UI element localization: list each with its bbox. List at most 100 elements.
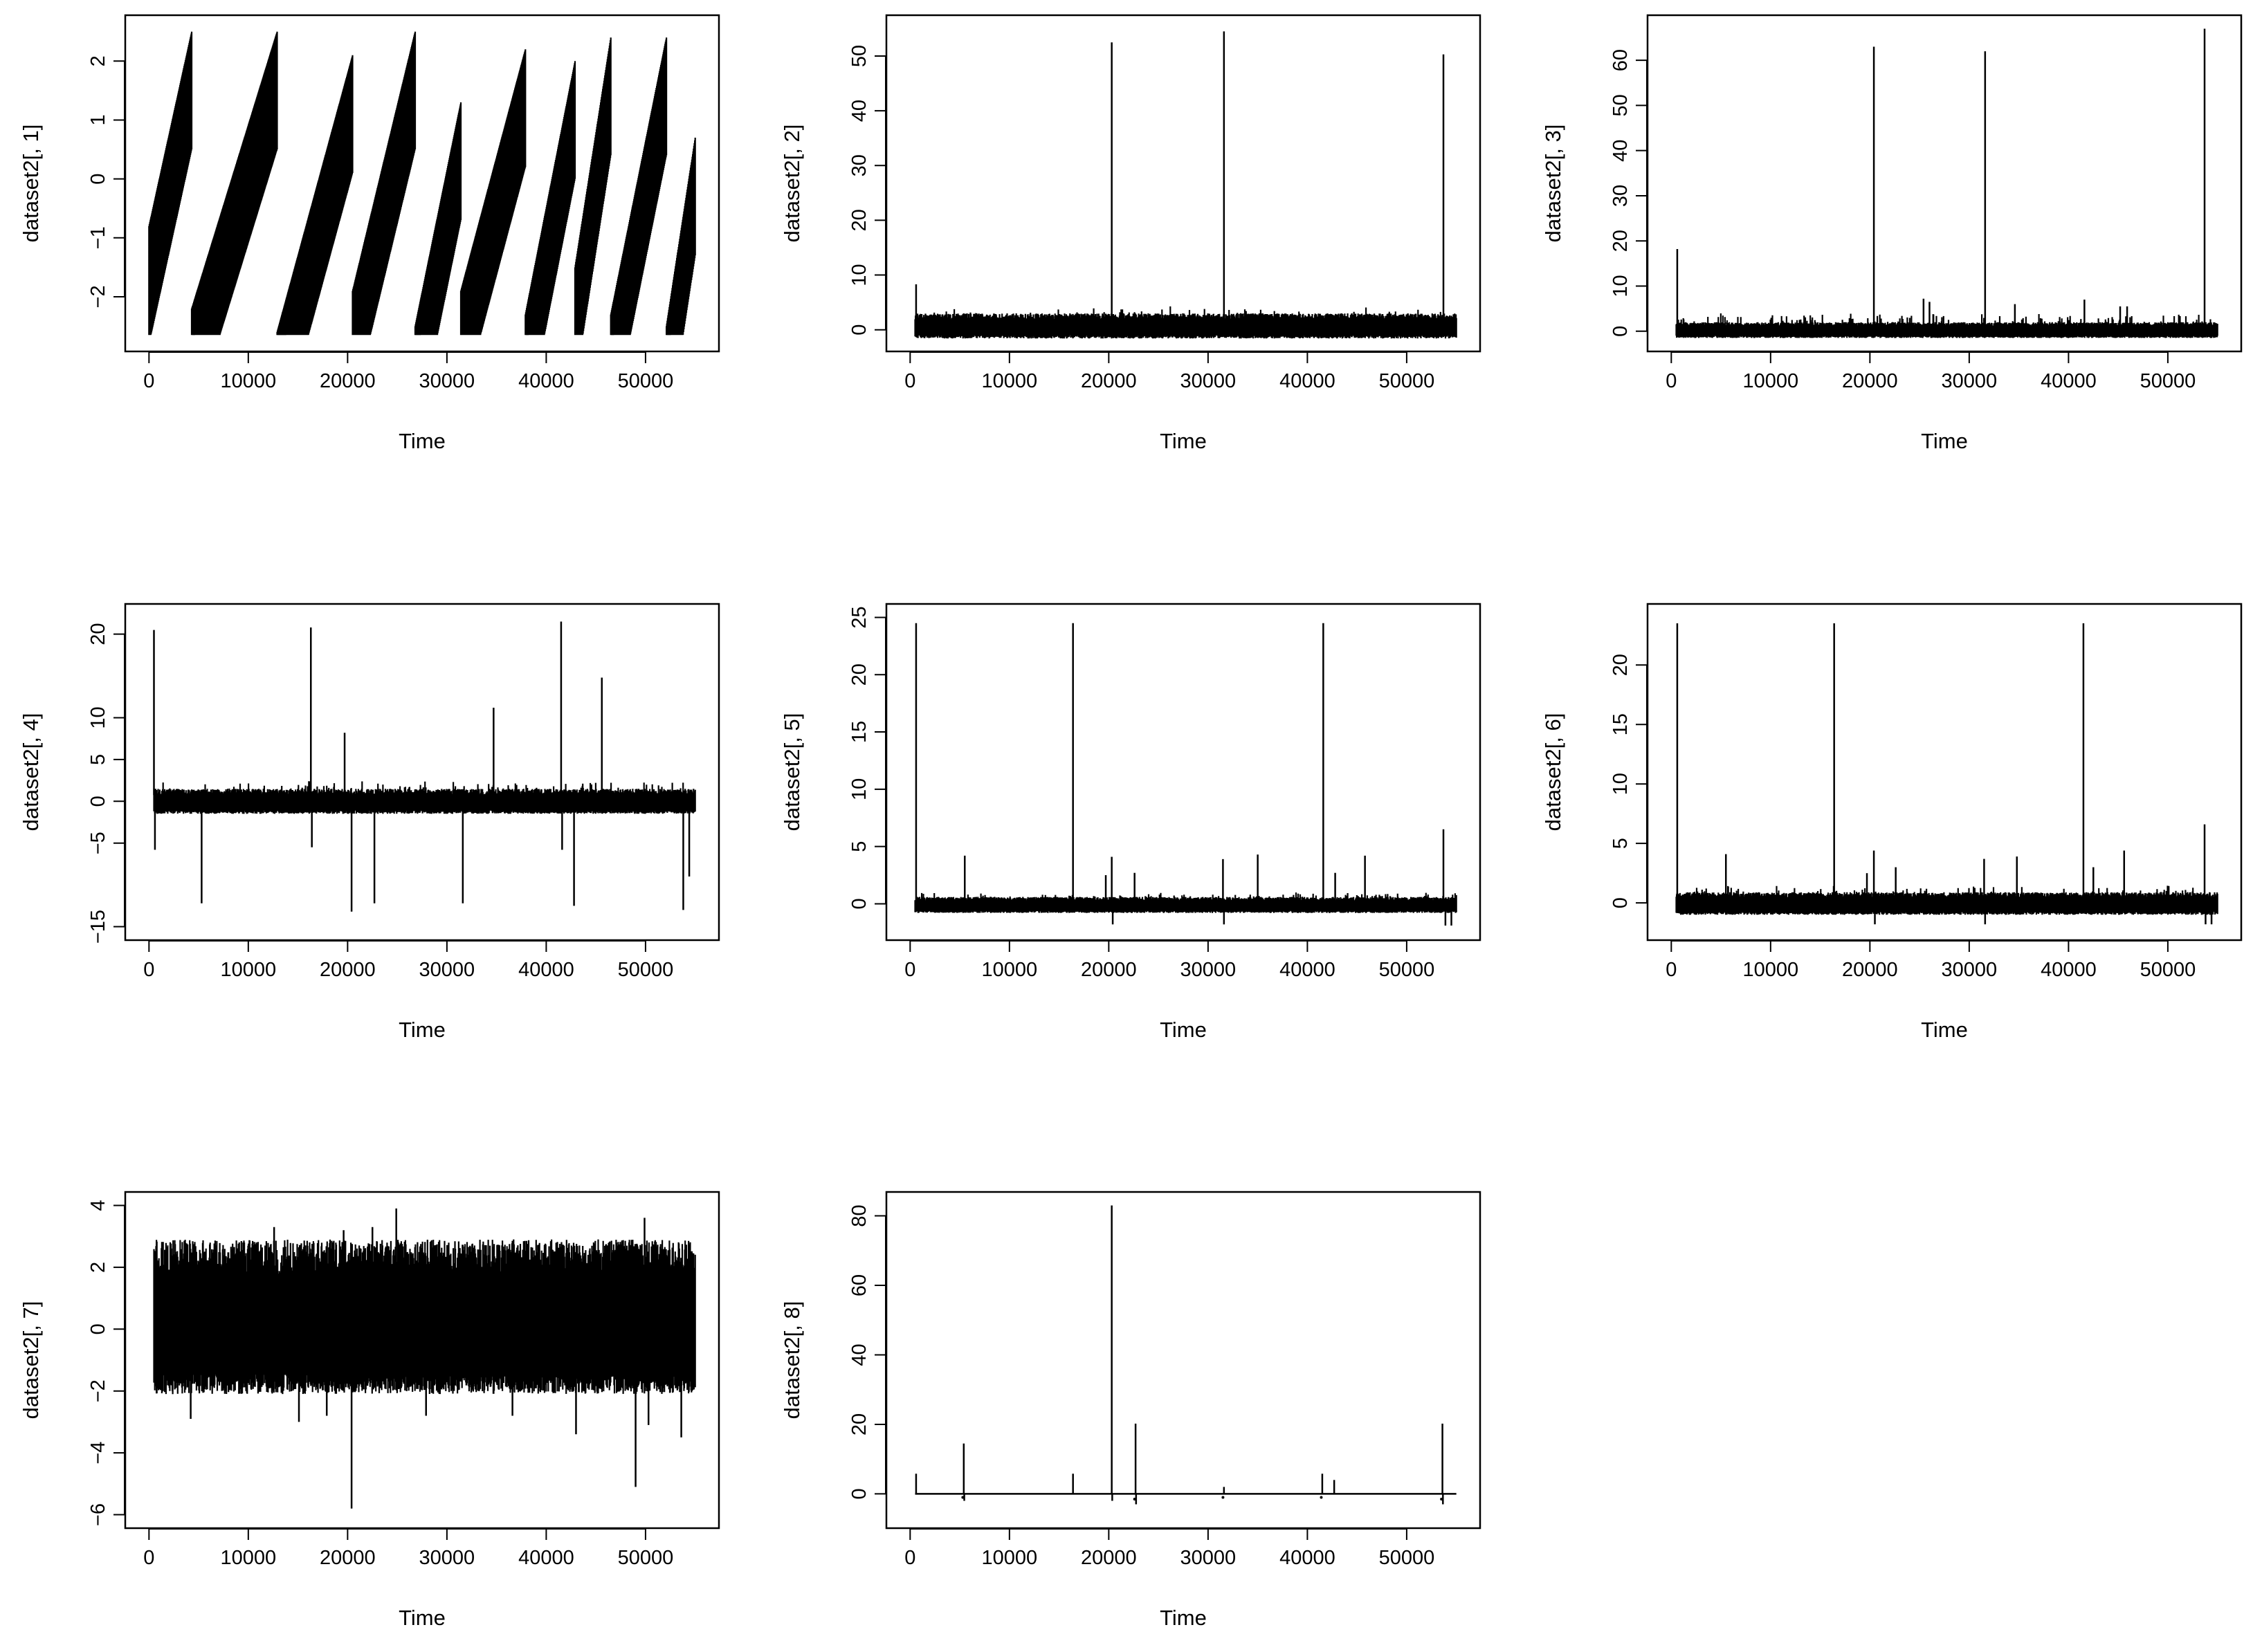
noise-band xyxy=(1675,885,2218,915)
panel-1: 0 10000 20000 30000 40000 50000 −2 −1 0 1 2 Time dat… xyxy=(19,14,720,453)
y-tick-label: 30 xyxy=(1609,185,1632,207)
y-tick-label: 5 xyxy=(1609,838,1632,849)
x-tick-label: 30000 xyxy=(419,959,475,981)
sawtooth-segment xyxy=(666,137,696,336)
x-tick-label: 40000 xyxy=(518,1547,574,1569)
series-trace xyxy=(914,306,1457,339)
x-tick-label: 20000 xyxy=(320,1547,376,1569)
x-tick-label: 40000 xyxy=(2041,370,2097,392)
y-tick-label: −2 xyxy=(87,1379,109,1402)
y-axis-title: dataset2[, 4] xyxy=(19,713,43,832)
y-tick-label: 10 xyxy=(87,706,109,728)
x-tick-label: 40000 xyxy=(2041,959,2097,981)
y-tick-label: 10 xyxy=(848,264,870,286)
x-tick-label: 50000 xyxy=(618,1547,674,1569)
y-tick-label: 20 xyxy=(1609,230,1632,252)
x-axis: 0 10000 20000 30000 40000 50000 xyxy=(904,1528,1434,1569)
x-tick-label: 10000 xyxy=(1743,959,1799,981)
y-tick-label: 50 xyxy=(1609,94,1632,116)
y-tick-label: 50 xyxy=(848,45,870,67)
y-tick-label: 20 xyxy=(1609,654,1632,676)
sawtooth-segment xyxy=(525,61,576,336)
x-tick-label: 40000 xyxy=(1279,1547,1335,1569)
sawtooth-segment xyxy=(276,55,354,336)
y-tick-label: 10 xyxy=(1609,275,1632,297)
y-axis-title: dataset2[, 6] xyxy=(1541,713,1565,832)
x-axis-title: Time xyxy=(1160,429,1207,453)
x-tick-label: 50000 xyxy=(618,959,674,981)
y-tick-label: 25 xyxy=(848,606,870,628)
x-tick-label: 30000 xyxy=(419,1547,475,1569)
spikes xyxy=(915,623,1452,926)
x-axis-title: Time xyxy=(1160,1018,1207,1042)
plot-frame xyxy=(124,14,720,353)
x-tick-label: 50000 xyxy=(618,370,674,392)
y-tick-label: 0 xyxy=(848,1488,870,1499)
x-axis-title: Time xyxy=(399,1018,446,1042)
y-tick-label: 80 xyxy=(848,1204,870,1227)
x-tick-label: 20000 xyxy=(1081,370,1137,392)
panel-2: 0 10000 20000 30000 40000 50000 0 10 20 30 40 50 Tim… xyxy=(780,14,1481,453)
noise-band xyxy=(914,306,1457,339)
y-tick-label: −6 xyxy=(87,1503,109,1526)
x-tick-label: 30000 xyxy=(1942,959,1998,981)
y-tick-label: 40 xyxy=(848,1343,870,1366)
x-tick-label: 0 xyxy=(904,370,915,392)
x-tick-label: 40000 xyxy=(518,370,574,392)
plot-frame xyxy=(1646,603,2243,942)
y-tick-label: −4 xyxy=(87,1442,109,1465)
series-trace xyxy=(153,781,696,814)
point-mark xyxy=(961,1496,965,1499)
x-tick-label: 30000 xyxy=(419,370,475,392)
x-tick-label: 30000 xyxy=(1180,1547,1237,1569)
series-trace xyxy=(1675,313,2218,338)
y-tick-label: 0 xyxy=(1609,897,1632,908)
y-axis-title: dataset2[, 3] xyxy=(1541,125,1565,243)
y-tick-label: 5 xyxy=(848,841,870,852)
y-tick-label: −1 xyxy=(87,226,109,249)
spikes xyxy=(153,621,691,912)
y-tick-label: 0 xyxy=(1609,326,1632,337)
x-tick-label: 10000 xyxy=(1743,370,1799,392)
spikes xyxy=(915,1205,1444,1505)
spikes xyxy=(915,31,1445,322)
x-tick-label: 20000 xyxy=(1081,1547,1137,1569)
y-tick-label: 0 xyxy=(848,324,870,336)
plot-frame xyxy=(885,1191,1481,1530)
x-tick-label: 40000 xyxy=(1279,370,1335,392)
y-tick-label: −5 xyxy=(87,832,109,854)
y-tick-label: 60 xyxy=(848,1274,870,1296)
x-axis-title: Time xyxy=(1921,1018,1968,1042)
spikes xyxy=(1676,623,2213,925)
x-tick-label: 30000 xyxy=(1180,370,1237,392)
x-tick-label: 40000 xyxy=(518,959,574,981)
y-axis-title: dataset2[, 8] xyxy=(780,1301,804,1420)
x-axis-title: Time xyxy=(399,429,446,453)
y-tick-label: 40 xyxy=(848,100,870,122)
y-tick-label: 15 xyxy=(848,721,870,743)
sawtooth-segment xyxy=(148,31,193,336)
y-tick-label: −2 xyxy=(87,285,109,308)
y-axis-title: dataset2[, 5] xyxy=(780,713,804,832)
spikes xyxy=(190,1208,682,1509)
x-axis-title: Time xyxy=(399,1606,446,1630)
panel-4: 0 10000 20000 30000 40000 50000 −15 −5 0 5 10 20 Tim… xyxy=(19,603,720,1042)
y-tick-label: 0 xyxy=(87,796,109,807)
y-tick-label: 40 xyxy=(1609,140,1632,162)
y-tick-label: 2 xyxy=(87,55,109,66)
x-tick-label: 0 xyxy=(904,1547,915,1569)
x-axis: 0 10000 20000 30000 40000 50000 xyxy=(1666,351,2196,392)
y-axis-title: dataset2[, 7] xyxy=(19,1301,43,1420)
x-tick-label: 0 xyxy=(143,959,154,981)
y-tick-label: 30 xyxy=(848,154,870,176)
x-tick-label: 0 xyxy=(1666,370,1677,392)
series-trace xyxy=(914,892,1457,913)
panel-8: 0 10000 20000 30000 40000 50000 0 20 40 60 80 Time d… xyxy=(780,1191,1481,1630)
y-tick-label: 2 xyxy=(87,1262,109,1273)
x-axis: 0 10000 20000 30000 40000 50000 xyxy=(1666,940,2196,981)
x-axis-title: Time xyxy=(1160,1606,1207,1630)
x-tick-label: 50000 xyxy=(1379,370,1435,392)
y-tick-label: 1 xyxy=(87,114,109,125)
x-tick-label: 20000 xyxy=(1842,959,1898,981)
